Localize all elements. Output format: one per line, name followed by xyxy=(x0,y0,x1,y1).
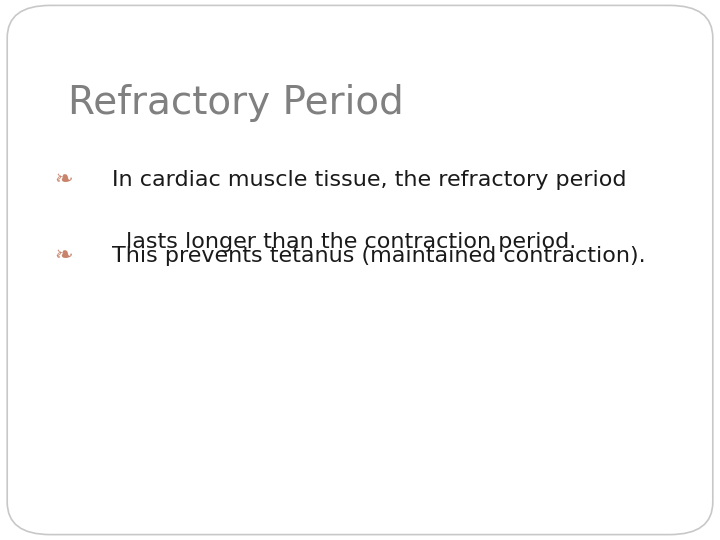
Text: This prevents tetanus (maintained contraction).: This prevents tetanus (maintained contra… xyxy=(112,246,645,266)
FancyBboxPatch shape xyxy=(7,5,713,535)
Text: ❧: ❧ xyxy=(54,246,73,266)
Text: Refractory Period: Refractory Period xyxy=(68,84,404,122)
Text: lasts longer than the contraction period.: lasts longer than the contraction period… xyxy=(126,232,576,252)
Text: ❧: ❧ xyxy=(54,170,73,190)
Text: In cardiac muscle tissue, the refractory period: In cardiac muscle tissue, the refractory… xyxy=(112,170,626,190)
